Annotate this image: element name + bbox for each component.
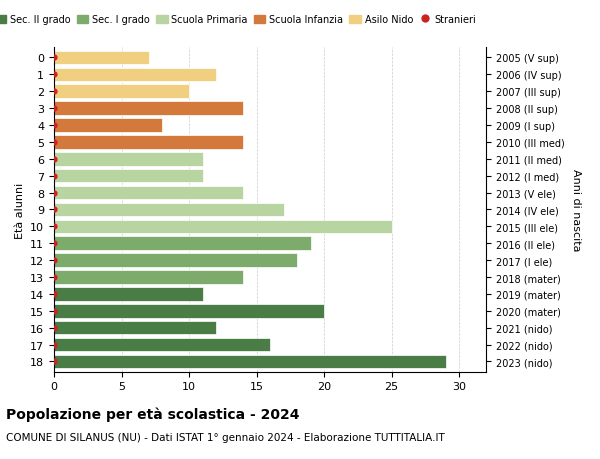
Bar xyxy=(54,237,311,251)
Y-axis label: Anni di nascita: Anni di nascita xyxy=(571,169,581,251)
Bar xyxy=(54,186,243,200)
Bar xyxy=(54,153,203,166)
Bar xyxy=(54,51,149,65)
Bar xyxy=(54,304,324,318)
Bar xyxy=(54,321,216,335)
Text: Popolazione per età scolastica - 2024: Popolazione per età scolastica - 2024 xyxy=(6,406,299,421)
Bar xyxy=(54,254,297,267)
Legend: Sec. II grado, Sec. I grado, Scuola Primaria, Scuola Infanzia, Asilo Nido, Stran: Sec. II grado, Sec. I grado, Scuola Prim… xyxy=(0,11,480,29)
Bar xyxy=(54,119,162,133)
Bar xyxy=(54,220,392,234)
Bar xyxy=(54,136,243,149)
Bar xyxy=(54,338,270,352)
Y-axis label: Età alunni: Età alunni xyxy=(14,182,25,238)
Text: COMUNE DI SILANUS (NU) - Dati ISTAT 1° gennaio 2024 - Elaborazione TUTTITALIA.IT: COMUNE DI SILANUS (NU) - Dati ISTAT 1° g… xyxy=(6,432,445,442)
Bar xyxy=(54,355,446,369)
Bar xyxy=(54,271,243,284)
Bar xyxy=(54,85,189,99)
Bar xyxy=(54,68,216,82)
Bar xyxy=(54,287,203,301)
Bar xyxy=(54,169,203,183)
Bar xyxy=(54,203,284,217)
Bar xyxy=(54,102,243,116)
